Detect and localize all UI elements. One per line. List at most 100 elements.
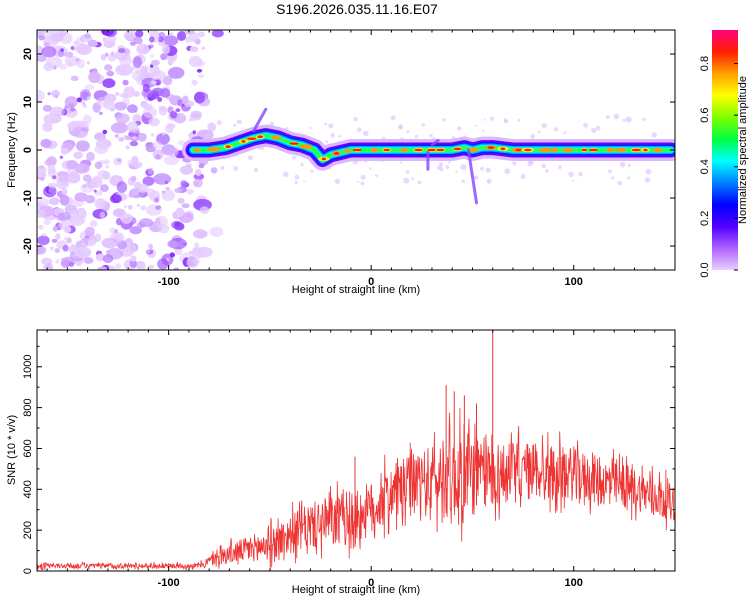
noise-blob — [39, 165, 45, 169]
ridge-hotspot — [299, 144, 313, 149]
noise-blob — [151, 80, 157, 85]
noise-dot — [360, 181, 365, 186]
noise-blob — [142, 107, 158, 119]
noise-blob — [104, 64, 113, 71]
noise-dot — [608, 169, 612, 174]
ridge-peak — [241, 140, 246, 143]
noise-dot — [390, 115, 396, 121]
noise-blob — [66, 160, 78, 170]
noise-blob — [46, 30, 53, 33]
noise-dot — [330, 132, 336, 138]
noise-dot — [517, 119, 521, 122]
noise-blob — [76, 97, 82, 103]
noise-dot — [613, 113, 620, 120]
noise-blob — [115, 64, 134, 76]
noise-blob — [161, 189, 175, 202]
noise-blob — [148, 117, 160, 127]
noise-dot — [369, 167, 372, 170]
noise-blob — [201, 46, 206, 50]
noise-blob — [142, 83, 150, 93]
noise-blob — [152, 141, 162, 149]
ridge-hotspot — [194, 147, 200, 153]
noise-dot — [406, 130, 410, 134]
noise-dot — [294, 174, 300, 180]
ridge-peak — [581, 148, 588, 152]
noise-dot — [398, 124, 403, 129]
ridge-branch — [466, 148, 479, 205]
noise-blob — [109, 227, 115, 234]
noise-blob — [43, 113, 60, 124]
noise-blob — [104, 159, 110, 165]
ridge-hotspot — [344, 148, 351, 153]
noise-blob — [118, 137, 124, 142]
ridge-peak — [414, 148, 423, 152]
noise-dot — [644, 177, 651, 183]
noise-blob — [131, 136, 138, 140]
noise-blob — [190, 30, 195, 35]
noise-dot — [461, 179, 465, 183]
ridge-peak — [436, 148, 445, 152]
ridge-peak — [383, 148, 391, 152]
noise-blob — [188, 31, 199, 43]
noise-blob — [39, 176, 45, 181]
noise-blob — [156, 132, 170, 145]
noise-blob — [169, 111, 178, 119]
noise-blob — [82, 174, 92, 182]
noise-blob — [135, 30, 144, 38]
noise-dot — [520, 174, 526, 180]
noise-blob — [59, 194, 70, 206]
noise-dot — [292, 155, 296, 160]
noise-dot — [583, 122, 589, 128]
noise-dot — [484, 118, 487, 121]
noise-blob — [49, 197, 60, 206]
noise-blob — [61, 257, 65, 262]
noise-blob — [207, 122, 216, 132]
spectrogram-marks — [37, 30, 675, 270]
noise-blob — [86, 151, 95, 162]
noise-blob — [54, 248, 60, 254]
noise-blob — [165, 187, 170, 191]
ridge-peak — [515, 148, 522, 152]
y-tick-label: 0 — [22, 568, 34, 574]
noise-blob — [181, 95, 189, 104]
noise-blob — [95, 253, 105, 262]
noise-blob — [88, 71, 101, 84]
noise-blob — [211, 30, 224, 38]
y-tick-label: 600 — [22, 439, 34, 457]
figure-title: S196.2026.035.11.16.E07 — [276, 1, 438, 17]
y-tick-label: -10 — [22, 190, 34, 206]
noise-blob — [136, 43, 150, 55]
noise-blob — [47, 92, 51, 96]
noise-blob — [44, 123, 48, 127]
noise-dot — [356, 127, 362, 132]
noise-blob — [86, 96, 91, 100]
noise-blob — [127, 121, 138, 133]
noise-blob — [115, 92, 120, 96]
noise-blob — [173, 267, 179, 270]
ridge-hotspot — [207, 147, 221, 152]
noise-blob — [101, 171, 111, 180]
noise-blob — [157, 36, 164, 43]
noise-blob — [37, 245, 47, 255]
noise-blob — [181, 105, 190, 113]
noise-dot — [480, 166, 484, 171]
noise-dot — [338, 135, 341, 138]
noise-dot — [460, 164, 467, 171]
noise-blob — [102, 129, 108, 135]
noise-blob — [76, 140, 90, 152]
noise-dot — [572, 179, 575, 182]
noise-blob — [155, 154, 161, 160]
noise-blob — [192, 178, 203, 188]
noise-blob — [59, 30, 67, 36]
noise-blob — [40, 138, 52, 148]
noise-blob — [149, 64, 154, 68]
noise-blob — [66, 51, 74, 58]
y-tick-label: 200 — [22, 521, 34, 539]
noise-dot — [645, 168, 652, 175]
noise-blob — [127, 204, 133, 210]
y-tick-label: 1000 — [22, 355, 34, 379]
noise-blob — [48, 187, 57, 194]
